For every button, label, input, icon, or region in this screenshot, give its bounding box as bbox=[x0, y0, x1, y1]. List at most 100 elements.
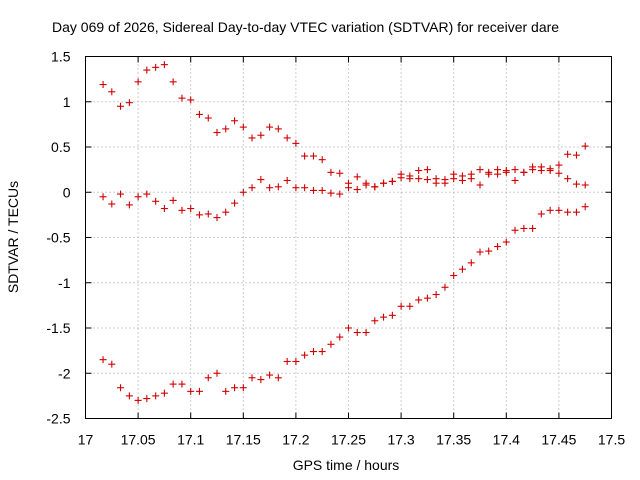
data-point-lower bbox=[572, 208, 580, 216]
data-point-lower bbox=[432, 291, 440, 299]
data-point-upper bbox=[152, 63, 160, 71]
data-point-lower bbox=[266, 371, 274, 379]
data-point-lower bbox=[301, 351, 309, 359]
data-point-lower bbox=[257, 376, 265, 384]
data-point-middle bbox=[204, 210, 212, 218]
y-tick-label: -2.5 bbox=[46, 411, 70, 427]
data-point-middle bbox=[231, 199, 239, 207]
data-point-lower bbox=[406, 302, 414, 310]
data-point-lower bbox=[274, 374, 282, 382]
x-tick-label: 17.5 bbox=[598, 432, 625, 448]
data-point-middle bbox=[564, 175, 572, 183]
data-point-lower bbox=[117, 384, 125, 392]
data-point-upper bbox=[423, 166, 431, 174]
data-point-upper bbox=[213, 129, 221, 137]
x-tick-label: 17.45 bbox=[541, 432, 576, 448]
data-point-middle bbox=[108, 200, 116, 208]
data-point-lower bbox=[371, 317, 379, 325]
data-point-lower bbox=[345, 324, 352, 332]
data-point-upper bbox=[476, 166, 484, 174]
data-point-middle bbox=[423, 176, 431, 184]
x-tick-label: 17.15 bbox=[226, 432, 261, 448]
data-point-middle bbox=[494, 170, 502, 178]
data-point-upper bbox=[117, 102, 125, 110]
data-point-lower bbox=[546, 206, 554, 214]
data-point-middle bbox=[213, 214, 221, 222]
data-point-middle bbox=[502, 167, 510, 175]
data-point-middle bbox=[485, 170, 493, 178]
data-point-lower bbox=[195, 387, 203, 395]
data-point-upper bbox=[572, 151, 580, 159]
data-point-middle bbox=[160, 205, 168, 213]
data-point-upper bbox=[555, 161, 563, 169]
data-point-upper bbox=[257, 131, 265, 139]
data-point-upper bbox=[581, 142, 589, 150]
data-point-lower bbox=[187, 387, 195, 395]
data-point-lower bbox=[248, 374, 256, 382]
data-point-lower bbox=[581, 203, 589, 211]
data-point-middle bbox=[266, 184, 274, 192]
data-point-middle bbox=[336, 190, 344, 198]
y-tick-label: -0.5 bbox=[46, 230, 70, 246]
data-point-lower bbox=[309, 348, 317, 356]
x-tick-label: 17.35 bbox=[436, 432, 471, 448]
data-point-lower bbox=[564, 208, 572, 216]
data-point-upper bbox=[204, 114, 212, 122]
data-point-middle bbox=[318, 186, 326, 194]
data-point-upper bbox=[160, 61, 168, 69]
data-point-lower bbox=[485, 247, 493, 255]
data-point-lower bbox=[327, 340, 335, 348]
data-point-middle bbox=[222, 208, 230, 216]
data-point-upper bbox=[353, 173, 361, 181]
data-point-lower bbox=[458, 265, 466, 273]
data-point-upper bbox=[511, 166, 519, 174]
data-point-middle bbox=[441, 176, 449, 184]
data-point-lower bbox=[204, 374, 212, 382]
data-point-middle bbox=[117, 190, 125, 198]
x-tick-label: 17 bbox=[78, 432, 94, 448]
data-point-lower bbox=[336, 333, 344, 341]
data-point-upper bbox=[178, 94, 186, 102]
data-point-lower bbox=[231, 384, 239, 392]
data-point-lower bbox=[362, 329, 370, 337]
data-point-middle bbox=[546, 167, 554, 175]
y-axis-label: SDTVAR / TECUs bbox=[5, 181, 21, 293]
data-point-lower bbox=[415, 296, 423, 304]
data-point-middle bbox=[283, 176, 291, 184]
data-point-lower bbox=[292, 357, 300, 365]
y-tick-label: -1.5 bbox=[46, 320, 70, 336]
data-point-middle bbox=[274, 183, 282, 191]
data-point-lower bbox=[502, 238, 510, 246]
data-point-middle bbox=[467, 175, 475, 183]
data-point-lower bbox=[529, 224, 537, 232]
data-point-lower bbox=[353, 329, 361, 337]
y-tick-label: 1 bbox=[63, 94, 71, 110]
data-point-lower bbox=[222, 387, 230, 395]
y-tick-label: -1 bbox=[58, 275, 71, 291]
axis-ticks: 17 17.05 17.1 17.15 17.2 17.25 17.3 17.35 17.4 17… bbox=[46, 49, 625, 448]
plot-frame bbox=[85, 56, 612, 419]
data-point-middle bbox=[169, 196, 177, 204]
data-point-middle bbox=[458, 176, 466, 184]
data-point-middle bbox=[520, 168, 528, 176]
data-point-upper bbox=[318, 156, 326, 164]
data-point-upper bbox=[143, 66, 151, 74]
data-point-upper bbox=[274, 125, 282, 133]
data-point-middle bbox=[353, 186, 361, 194]
data-point-lower bbox=[160, 389, 168, 397]
data-point-upper bbox=[327, 168, 335, 176]
data-point-lower bbox=[537, 210, 545, 218]
data-point-upper bbox=[99, 81, 107, 89]
data-point-middle bbox=[309, 186, 317, 194]
data-point-upper bbox=[108, 88, 116, 96]
data-point-middle bbox=[388, 177, 396, 185]
data-points bbox=[99, 61, 589, 404]
data-point-middle bbox=[125, 201, 133, 209]
data-point-upper bbox=[309, 152, 317, 160]
data-point-lower bbox=[388, 311, 396, 319]
data-point-upper bbox=[134, 78, 142, 86]
data-point-lower bbox=[397, 302, 405, 310]
data-point-middle bbox=[239, 188, 247, 196]
data-point-middle bbox=[187, 205, 195, 213]
